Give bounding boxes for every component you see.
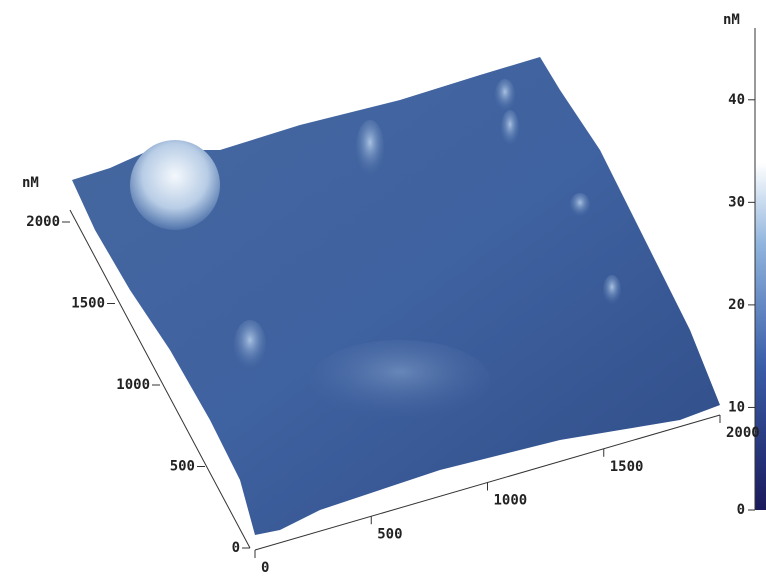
bump xyxy=(603,275,621,305)
bottom-tick-label: 500 xyxy=(377,526,402,542)
bump xyxy=(570,193,590,217)
colorbar-tick-label: 30 xyxy=(728,194,745,210)
bottom-tick-label: 2000 xyxy=(726,425,760,441)
left-tick-label: 2000 xyxy=(26,214,60,230)
surface-mesh xyxy=(72,57,720,535)
left-tick-label: 500 xyxy=(170,459,195,475)
bump xyxy=(495,79,515,111)
bottom-tick-label: 1000 xyxy=(494,493,528,509)
bottom-tick-label: 1500 xyxy=(610,459,644,475)
left-axis xyxy=(69,209,251,549)
left-axis-unit: nM xyxy=(22,175,39,191)
surface xyxy=(72,57,720,535)
colorbar-tick-label: 0 xyxy=(737,502,745,518)
bump xyxy=(501,110,519,146)
colorbar-tick-label: 10 xyxy=(728,399,745,415)
left-tick-label: 1500 xyxy=(71,296,105,312)
colorbar-tick-label: 20 xyxy=(728,297,745,313)
colorbar-unit: nM xyxy=(723,12,740,28)
texture xyxy=(310,340,490,420)
left-tick-label: 1000 xyxy=(116,377,150,393)
colorbar-tick-label: 40 xyxy=(728,92,745,108)
peak xyxy=(130,140,220,230)
bottom-tick-label: 0 xyxy=(261,560,269,576)
bump xyxy=(356,120,384,176)
colorbar xyxy=(755,28,766,510)
bump xyxy=(234,320,266,370)
left-tick-label: 0 xyxy=(232,540,240,556)
